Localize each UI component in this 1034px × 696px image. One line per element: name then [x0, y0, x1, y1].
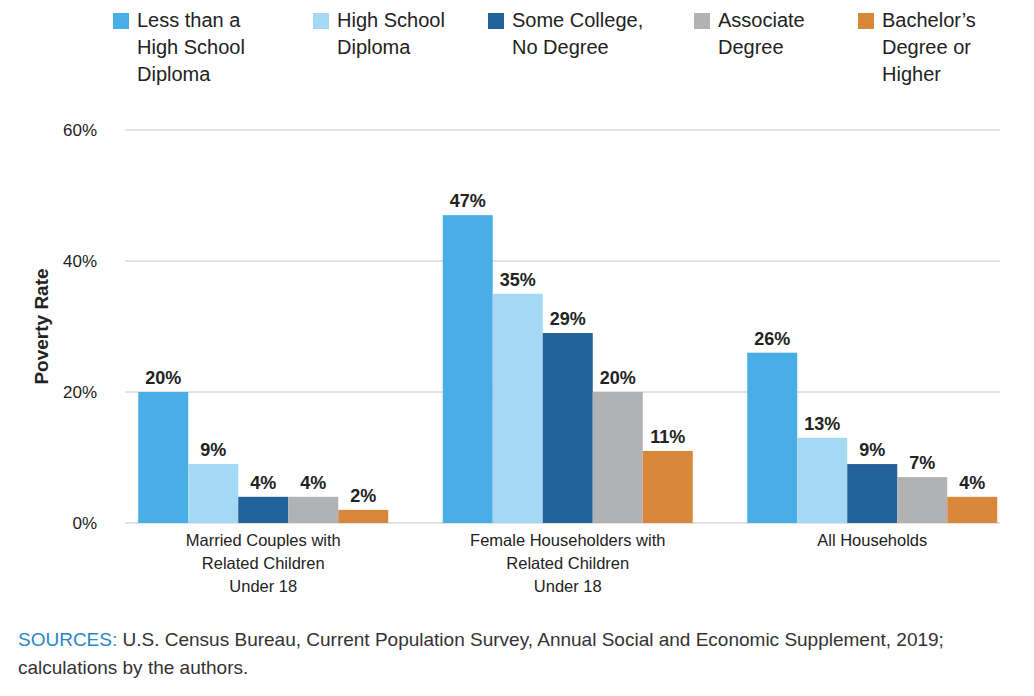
source-label: SOURCES:	[18, 629, 117, 650]
data-label: 4%	[250, 473, 276, 493]
legend-swatch	[694, 13, 710, 29]
y-axis-label: Poverty Rate	[31, 268, 52, 384]
tick-label: 20%	[63, 383, 97, 402]
legend-label: Some College, No Degree	[512, 7, 643, 61]
data-label: 29%	[550, 309, 586, 329]
legend-swatch	[858, 13, 874, 29]
tick-label: 60%	[63, 121, 97, 140]
data-label: 9%	[200, 440, 226, 460]
category-label: All Households	[732, 529, 1012, 552]
tick-label: 40%	[63, 252, 97, 271]
bar	[747, 353, 797, 523]
legend-label: Associate Degree	[718, 7, 805, 61]
data-label: 26%	[754, 329, 790, 349]
bars	[138, 215, 997, 523]
data-label: 13%	[804, 414, 840, 434]
data-label: 9%	[859, 440, 885, 460]
data-label: 35%	[500, 270, 536, 290]
bar	[443, 215, 493, 523]
bar	[238, 497, 288, 523]
bar	[847, 464, 897, 523]
bar	[543, 333, 593, 523]
category-label: Female Householders with Related Childre…	[428, 529, 708, 598]
chart-svg: 0% 20% 40% 60% Poverty Rate 20% 9% 4% 4% 2% 47% 35%…	[0, 0, 1034, 696]
bar	[338, 510, 388, 523]
data-label: 20%	[600, 368, 636, 388]
bar	[593, 392, 643, 523]
legend-swatch	[488, 13, 504, 29]
bar	[643, 451, 693, 523]
legend-swatch	[313, 13, 329, 29]
data-label: 7%	[909, 453, 935, 473]
bar	[493, 294, 543, 523]
bar	[188, 464, 238, 523]
legend-swatch	[113, 13, 129, 29]
legend-label: Less than a High School Diploma	[137, 7, 245, 88]
bar	[947, 497, 997, 523]
bar	[897, 477, 947, 523]
data-label: 4%	[959, 473, 985, 493]
source-text: U.S. Census Bureau, Current Population S…	[18, 629, 944, 678]
data-label: 2%	[350, 486, 376, 506]
tick-label: 0%	[72, 514, 97, 533]
bar	[288, 497, 338, 523]
bar	[797, 438, 847, 523]
source-note: SOURCES: U.S. Census Bureau, Current Pop…	[18, 626, 1008, 682]
data-labels: 20% 9% 4% 4% 2% 47% 35% 29% 20% 11% 26% 13% 9% 7% 4%	[145, 191, 985, 506]
grid-line	[125, 130, 1000, 131]
data-label: 20%	[145, 368, 181, 388]
grid-line	[125, 261, 1000, 262]
data-label: 4%	[300, 473, 326, 493]
bar	[138, 392, 188, 523]
category-label: Married Couples with Related Children Un…	[123, 529, 403, 598]
data-label: 11%	[650, 427, 685, 447]
legend-label: High School Diploma	[337, 7, 445, 61]
data-label: 47%	[450, 191, 486, 211]
legend-label: Bachelor’s Degree or Higher	[882, 7, 976, 88]
